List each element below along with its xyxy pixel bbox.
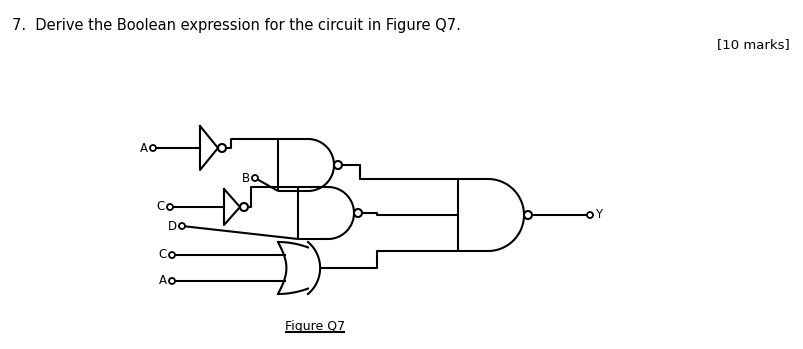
Circle shape bbox=[167, 204, 173, 210]
Circle shape bbox=[251, 175, 258, 181]
Circle shape bbox=[169, 278, 175, 284]
Circle shape bbox=[524, 211, 532, 219]
Text: 7.  Derive the Boolean expression for the circuit in Figure Q7.: 7. Derive the Boolean expression for the… bbox=[12, 18, 460, 33]
Circle shape bbox=[353, 209, 361, 217]
Text: Figure Q7: Figure Q7 bbox=[284, 320, 344, 333]
Text: C: C bbox=[158, 248, 167, 261]
Text: D: D bbox=[168, 220, 177, 232]
Circle shape bbox=[179, 223, 185, 229]
Text: A: A bbox=[140, 141, 148, 155]
Circle shape bbox=[240, 203, 247, 211]
Text: A: A bbox=[159, 275, 167, 288]
Circle shape bbox=[169, 252, 175, 258]
Text: C: C bbox=[157, 200, 165, 214]
Circle shape bbox=[218, 144, 226, 152]
Circle shape bbox=[333, 161, 341, 169]
Text: B: B bbox=[242, 171, 250, 185]
Text: [10 marks]: [10 marks] bbox=[716, 38, 789, 51]
Circle shape bbox=[150, 145, 156, 151]
Circle shape bbox=[586, 212, 593, 218]
Text: Y: Y bbox=[594, 208, 601, 222]
